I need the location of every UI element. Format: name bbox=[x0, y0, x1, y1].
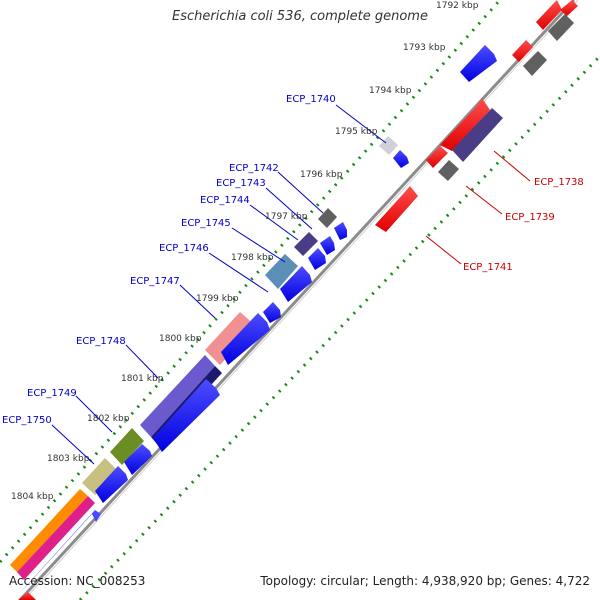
gene-label-ecp-1745[interactable]: ECP_1745 bbox=[181, 218, 231, 229]
gene-block-1750[interactable] bbox=[10, 489, 88, 572]
leader-ecp-1739 bbox=[465, 185, 503, 215]
leader-ecp-1747 bbox=[179, 284, 216, 319]
forward-gene-arrow[interactable] bbox=[221, 313, 270, 365]
gene-label-ecp-1738[interactable]: ECP_1738 bbox=[534, 177, 584, 188]
gene-label-ecp-1742[interactable]: ECP_1742 bbox=[229, 163, 279, 174]
gene-block-grey2[interactable] bbox=[548, 14, 574, 41]
leader-ecp-1738 bbox=[493, 150, 531, 182]
inner-dotted-track bbox=[78, 54, 600, 600]
forward-gene-labels: ECP_1740 ECP_1742 ECP_1743 ECP_1744 ECP_… bbox=[2, 94, 336, 426]
tick-label: 1804 kbp bbox=[11, 492, 54, 502]
gene-label-ecp-1746[interactable]: ECP_1746 bbox=[159, 243, 209, 254]
tick-label: 1793 kbp bbox=[403, 43, 446, 53]
tick-label: 1799 kbp bbox=[196, 294, 239, 304]
forward-gene-arrow[interactable] bbox=[153, 379, 220, 452]
leader-ecp-1744 bbox=[249, 204, 299, 241]
gene-block-1738[interactable] bbox=[452, 108, 503, 162]
leader-ecp-1746 bbox=[208, 252, 269, 293]
tick-label: 1801 kbp bbox=[121, 374, 164, 384]
genome-title: Escherichia coli 536, complete genome bbox=[172, 9, 428, 24]
leader-ecp-1748 bbox=[125, 344, 159, 379]
reverse-genes bbox=[18, 0, 578, 600]
forward-gene-arrow[interactable] bbox=[320, 236, 335, 255]
backbone-shadow bbox=[23, 0, 579, 600]
gene-label-ecp-1743[interactable]: ECP_1743 bbox=[216, 178, 266, 189]
reverse-gene-arrow[interactable] bbox=[512, 40, 533, 62]
tick-label: 1794 kbp bbox=[369, 86, 412, 96]
gene-block-grey[interactable] bbox=[523, 51, 547, 76]
accession-text: Accession: NC_008253 bbox=[9, 574, 146, 588]
tick-label: 1798 kbp bbox=[231, 253, 274, 263]
gene-label-ecp-1739[interactable]: ECP_1739 bbox=[505, 212, 555, 223]
leader-ecp-1740 bbox=[335, 104, 387, 144]
tick-label: 1803 kbp bbox=[47, 454, 90, 464]
gene-label-ecp-1741[interactable]: ECP_1741 bbox=[463, 262, 513, 273]
gene-label-ecp-1744[interactable]: ECP_1744 bbox=[200, 195, 250, 206]
label-leader-lines bbox=[51, 104, 531, 465]
gene-block-1748[interactable] bbox=[140, 355, 215, 437]
gene-block-1742[interactable] bbox=[318, 208, 337, 228]
gene-block-1749b[interactable] bbox=[110, 428, 144, 465]
tick-label: 1795 kbp bbox=[335, 127, 378, 137]
tick-labels: 1792 kbp 1793 kbp 1794 kbp 1795 kbp 1796… bbox=[11, 1, 479, 502]
reverse-gene-arrow[interactable] bbox=[560, 0, 578, 16]
tick-label: 1792 kbp bbox=[436, 1, 479, 11]
reverse-gene-arrow[interactable] bbox=[375, 186, 418, 232]
forward-gene-arrow[interactable] bbox=[95, 466, 128, 503]
gene-label-ecp-1747[interactable]: ECP_1747 bbox=[130, 276, 180, 287]
tick-label: 1797 kbp bbox=[265, 212, 308, 222]
reverse-gene-labels: ECP_1738 ECP_1739 ECP_1741 bbox=[463, 177, 584, 273]
gene-label-ecp-1750[interactable]: ECP_1750 bbox=[2, 415, 52, 426]
gene-block-1740[interactable] bbox=[379, 136, 398, 155]
gene-block-1747[interactable] bbox=[205, 312, 256, 365]
leader-ecp-1745 bbox=[231, 227, 286, 263]
gene-label-ecp-1748[interactable]: ECP_1748 bbox=[76, 336, 126, 347]
genome-backbone bbox=[18, 0, 576, 600]
tick-label: 1800 kbp bbox=[159, 334, 202, 344]
leader-ecp-1742 bbox=[277, 171, 324, 214]
gene-block-1750b[interactable] bbox=[17, 496, 95, 580]
forward-gene-arrow[interactable] bbox=[393, 150, 409, 168]
leader-ecp-1750 bbox=[51, 424, 95, 465]
forward-genes bbox=[21, 45, 497, 592]
forward-gene-arrow[interactable] bbox=[124, 444, 152, 475]
outer-dotted-track bbox=[0, 0, 502, 563]
gene-block-1739[interactable] bbox=[438, 160, 459, 181]
genome-summary-text: Topology: circular; Length: 4,938,920 bp… bbox=[260, 574, 590, 588]
forward-gene-arrow[interactable] bbox=[460, 45, 497, 82]
gene-label-ecp-1740[interactable]: ECP_1740 bbox=[286, 94, 336, 105]
reverse-gene-arrow[interactable] bbox=[440, 98, 490, 151]
gene-block-1743[interactable] bbox=[294, 232, 318, 256]
tick-label: 1802 kbp bbox=[87, 414, 130, 424]
gene-label-ecp-1749[interactable]: ECP_1749 bbox=[27, 388, 77, 399]
reverse-gene-arrow[interactable] bbox=[18, 592, 36, 600]
leader-ecp-1749 bbox=[75, 395, 113, 433]
reverse-colored-blocks bbox=[438, 14, 574, 181]
forward-gene-arrow[interactable] bbox=[308, 248, 326, 270]
reverse-gene-arrow[interactable] bbox=[426, 146, 448, 168]
reverse-gene-arrow[interactable] bbox=[536, 0, 562, 30]
gene-block-1746[interactable] bbox=[265, 254, 298, 289]
leader-ecp-1741 bbox=[425, 235, 462, 265]
forward-gene-arrow[interactable] bbox=[263, 302, 281, 323]
forward-gene-arrow[interactable] bbox=[334, 222, 347, 240]
tick-label: 1796 kbp bbox=[300, 170, 343, 180]
gene-block-1749a[interactable] bbox=[82, 458, 118, 495]
leader-ecp-1743 bbox=[265, 187, 313, 230]
forward-gene-arrow[interactable] bbox=[280, 266, 312, 302]
